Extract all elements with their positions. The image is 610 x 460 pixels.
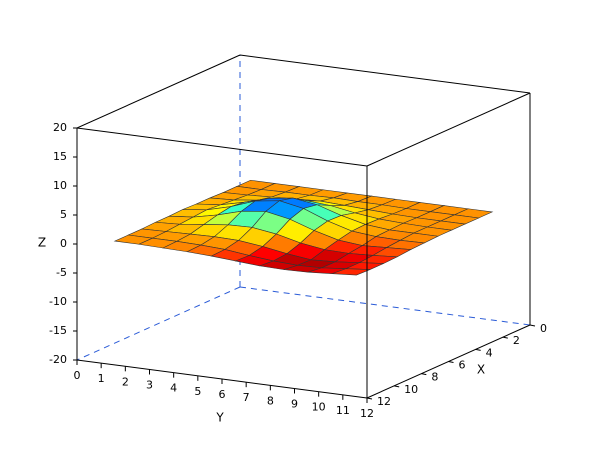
y-tick-label: 1 <box>98 372 105 385</box>
box-edge <box>76 54 241 129</box>
x-tick <box>529 324 536 327</box>
y-tick-label: 4 <box>170 382 177 395</box>
z-tick-label: -5 <box>56 266 67 279</box>
z-tick-label: 10 <box>53 179 67 192</box>
y-axis-title: Y <box>215 411 224 425</box>
y-tick-label: 5 <box>194 385 201 398</box>
x-tick-label: 10 <box>404 383 418 396</box>
x-tick-label: 12 <box>377 395 391 408</box>
x-tick-label: 4 <box>486 346 493 359</box>
box-edge <box>76 127 368 167</box>
y-tick-label: 10 <box>312 401 326 414</box>
y-tick-label: 8 <box>267 394 274 407</box>
y-tick-label: 3 <box>146 379 153 392</box>
x-tick-label: 8 <box>431 371 438 384</box>
z-tick-label: -20 <box>49 353 67 366</box>
x-tick <box>448 361 454 363</box>
y-tick-label: 9 <box>291 398 298 411</box>
y-tick-label: 11 <box>336 404 350 417</box>
y-tick-label: 0 <box>74 369 81 382</box>
hidden-box-edge <box>239 286 531 326</box>
z-axis-title: Z <box>38 236 46 250</box>
x-tick <box>502 336 508 339</box>
surface-cell <box>332 268 371 276</box>
y-tick-label: 2 <box>122 375 129 388</box>
x-tick <box>475 348 481 351</box>
box-edge <box>239 54 531 94</box>
z-tick-label: 0 <box>60 237 67 250</box>
y-tick-label: 6 <box>219 388 226 401</box>
z-tick-label: 5 <box>60 208 67 221</box>
x-tick-label: 2 <box>513 334 520 347</box>
x-tick <box>421 373 427 376</box>
x-tick <box>394 385 400 388</box>
z-tick-label: -15 <box>49 324 67 337</box>
y-tick-label: 7 <box>243 391 250 404</box>
box-edge <box>366 92 531 167</box>
z-tick-label: -10 <box>49 295 67 308</box>
z-tick-label: 20 <box>53 121 67 134</box>
x-tick <box>366 397 373 400</box>
y-tick-label: 12 <box>360 407 374 420</box>
x-tick-label: 6 <box>459 359 466 372</box>
x-axis-title: X <box>477 363 485 377</box>
z-tick-label: 15 <box>53 150 67 163</box>
hidden-box-edge <box>76 286 241 361</box>
x-tick-label: 0 <box>540 322 547 335</box>
